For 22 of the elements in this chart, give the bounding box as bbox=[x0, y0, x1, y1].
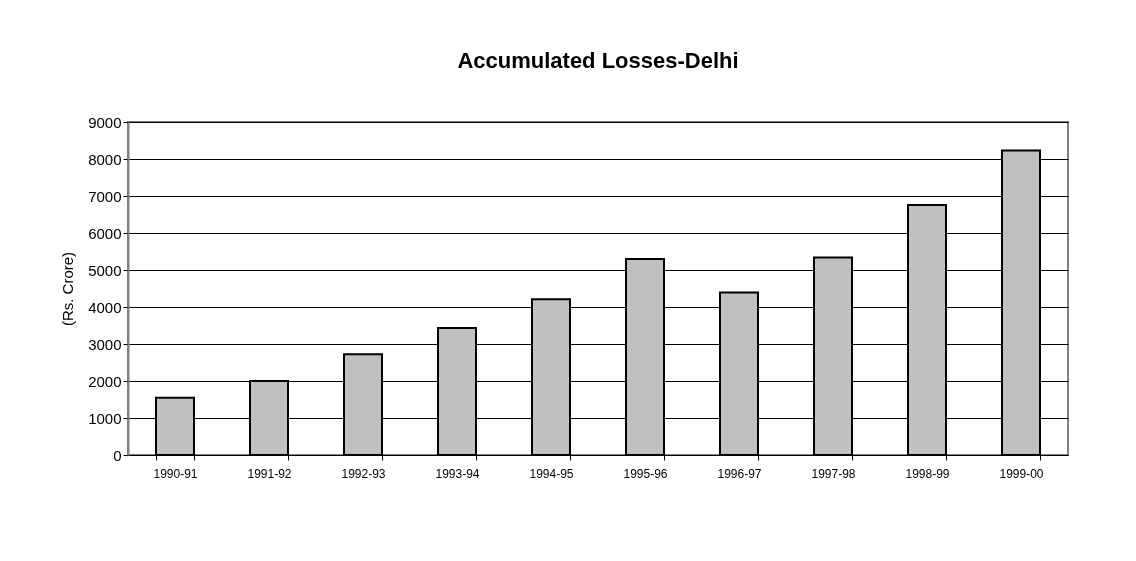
y-tick-label: 2000 bbox=[88, 372, 122, 390]
y-tick-label: 3000 bbox=[88, 335, 122, 353]
y-tick-label: 7000 bbox=[88, 187, 122, 205]
y-tick-label: 1000 bbox=[88, 409, 122, 427]
x-tick-label: 1993-94 bbox=[435, 466, 480, 481]
y-tick-label: 6000 bbox=[88, 224, 122, 242]
x-tick-label: 1996-97 bbox=[717, 466, 762, 481]
x-tick-label: 1991-92 bbox=[247, 466, 292, 481]
y-tick-label: 5000 bbox=[88, 261, 122, 279]
y-tick-label: 9000 bbox=[88, 113, 122, 131]
y-axis-title: (Rs. Crore) bbox=[59, 251, 77, 327]
y-tick-label: 0 bbox=[113, 446, 122, 464]
x-tick-label: 1999-00 bbox=[999, 466, 1044, 481]
x-tick-label: 1992-93 bbox=[341, 466, 386, 481]
x-tick-label: 1998-99 bbox=[905, 466, 950, 481]
x-tick-label: 1990-91 bbox=[153, 466, 198, 481]
y-tick-label: 4000 bbox=[88, 298, 122, 316]
x-tick-label: 1994-95 bbox=[529, 466, 574, 481]
x-tick-label: 1995-96 bbox=[623, 466, 668, 481]
chart-title: Accumulated Losses-Delhi bbox=[457, 48, 739, 73]
y-tick-label: 8000 bbox=[88, 150, 122, 168]
x-tick-label: 1997-98 bbox=[811, 466, 856, 481]
